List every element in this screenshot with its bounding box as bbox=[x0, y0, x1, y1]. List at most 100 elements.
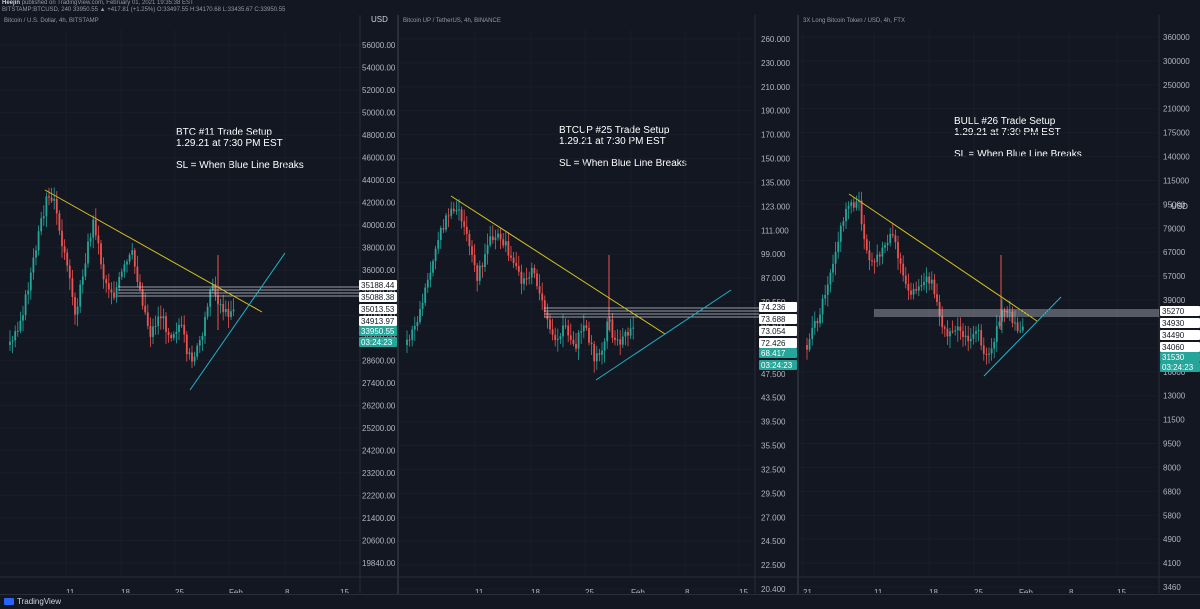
candle-body bbox=[175, 331, 178, 334]
y-tick-label: 13000 bbox=[1163, 392, 1186, 401]
publish-date: published on TradingView.com, February 0… bbox=[21, 0, 194, 6]
candle-body bbox=[852, 202, 855, 208]
candle-body bbox=[489, 236, 492, 246]
candle-body bbox=[471, 246, 473, 255]
panel-title: Bitcoin / U.S. Dollar, 4h, BITSTAMP bbox=[4, 18, 99, 24]
candle-body bbox=[478, 265, 481, 281]
price-label: 74.236 bbox=[761, 303, 786, 312]
candle-body bbox=[964, 335, 967, 337]
candle-body bbox=[1019, 330, 1022, 332]
candle-body bbox=[32, 257, 35, 273]
candle-body bbox=[936, 294, 938, 303]
candle-body bbox=[839, 225, 842, 242]
chart-svg: 56000.00 54000.00 52000.00 50000.00 48000.00… bbox=[0, 15, 397, 593]
price-label: 03:24:23 bbox=[761, 361, 793, 370]
candle-body bbox=[925, 276, 928, 283]
candle-body bbox=[564, 325, 567, 327]
candle-body bbox=[198, 340, 201, 346]
candle-body bbox=[826, 284, 829, 295]
x-tick-label: Feb bbox=[1019, 588, 1033, 593]
candle-body bbox=[855, 201, 858, 208]
tradingview-logo-icon bbox=[4, 598, 14, 605]
candle-body bbox=[949, 331, 951, 337]
candle-body bbox=[902, 263, 905, 276]
candle-body bbox=[463, 221, 466, 227]
candle-body bbox=[118, 276, 121, 288]
candle-body bbox=[204, 316, 206, 336]
candle-body bbox=[889, 233, 892, 243]
candle-body bbox=[977, 330, 980, 332]
candle-body bbox=[504, 241, 507, 246]
candle-body bbox=[170, 334, 173, 339]
candle-body bbox=[980, 330, 983, 346]
price-label: 35270 bbox=[1162, 307, 1185, 316]
candle-body bbox=[806, 345, 808, 350]
y-tick-label: 25200.00 bbox=[362, 424, 396, 433]
brand-label: TradingView bbox=[17, 597, 62, 606]
chart-panel-btcup[interactable]: Bitcoin UP / TetherUS, 4h, BINANCE BTCUP… bbox=[399, 15, 797, 593]
candle-body bbox=[494, 237, 497, 241]
y-tick-label: 44000.00 bbox=[362, 176, 396, 185]
candle-body bbox=[910, 290, 912, 295]
candle-body bbox=[157, 316, 160, 327]
candle-body bbox=[951, 331, 954, 333]
price-label-bg bbox=[1160, 342, 1200, 352]
candle-body bbox=[588, 327, 590, 343]
annotation-line: SL = When Blue Line Breaks bbox=[559, 158, 687, 169]
candle-body bbox=[873, 261, 876, 263]
candle-body bbox=[533, 267, 536, 274]
candle-body bbox=[499, 233, 502, 240]
candle-body bbox=[993, 341, 996, 349]
candle-body bbox=[68, 265, 71, 279]
price-label-bg bbox=[1160, 306, 1200, 316]
chart-panel-btc[interactable]: Bitcoin / U.S. Dollar, 4h, BITSTAMP USD … bbox=[0, 15, 397, 593]
candle-body bbox=[982, 345, 985, 354]
candle-body bbox=[632, 327, 635, 329]
candle-body bbox=[24, 294, 27, 316]
candle-body bbox=[967, 335, 970, 342]
candle-body bbox=[1021, 326, 1024, 331]
candle-body bbox=[543, 300, 546, 312]
support-trendline bbox=[983, 296, 1062, 377]
panel-separator[interactable] bbox=[797, 15, 799, 594]
resistance-trendline bbox=[44, 189, 263, 313]
x-tick-label: 15 bbox=[1117, 588, 1126, 593]
candle-body bbox=[486, 245, 489, 255]
candle-body bbox=[528, 277, 531, 279]
price-label: 03:24:23 bbox=[1162, 363, 1194, 372]
candle-body bbox=[1003, 310, 1006, 312]
candle-body bbox=[1011, 311, 1014, 323]
candle-body bbox=[152, 326, 154, 337]
candle-body bbox=[102, 264, 105, 280]
chart-panel-bull[interactable]: 3X Long Bitcoin Token / USD, 4h, FTX USD… bbox=[799, 15, 1200, 593]
candle-body bbox=[624, 331, 627, 337]
candle-body bbox=[943, 327, 946, 329]
candle-body bbox=[37, 231, 40, 251]
y-tick-label: 111.000 bbox=[761, 226, 789, 235]
chart-svg: 360000 300000 250000 210000 175000 140000 1150… bbox=[799, 15, 1200, 593]
x-tick-label: Feb bbox=[631, 588, 645, 593]
candle-body bbox=[569, 335, 572, 340]
candle-body bbox=[144, 305, 147, 313]
candle-body bbox=[230, 311, 232, 317]
candle-body bbox=[551, 329, 554, 335]
y-tick-label: 20600.00 bbox=[362, 536, 396, 545]
price-label-bg bbox=[359, 337, 397, 347]
price-label: 73.688 bbox=[761, 315, 786, 324]
candle-body bbox=[429, 272, 432, 280]
candle-body bbox=[133, 250, 136, 267]
candle-body bbox=[484, 254, 486, 268]
panel-separator[interactable] bbox=[397, 15, 399, 594]
y-tick-label: 29.500 bbox=[761, 489, 786, 498]
y-tick-label: 42000.00 bbox=[362, 199, 396, 208]
candle-body bbox=[432, 261, 434, 273]
candle-body bbox=[11, 340, 14, 342]
y-tick-label: 115000 bbox=[1163, 176, 1190, 185]
candle-body bbox=[421, 302, 424, 309]
candle-body bbox=[196, 345, 199, 357]
y-tick-label: 16000 bbox=[1163, 368, 1186, 377]
candle-body bbox=[842, 221, 845, 226]
x-tick-label: 8 bbox=[685, 588, 690, 593]
tradingview-logo[interactable]: TradingView bbox=[4, 597, 61, 606]
candle-body bbox=[575, 343, 577, 349]
